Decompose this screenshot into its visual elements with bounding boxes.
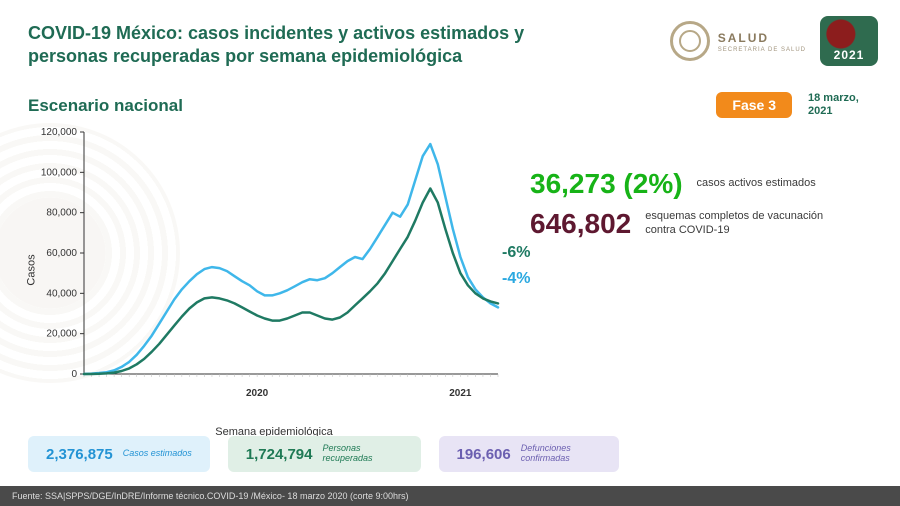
svg-text:80,000: 80,000 <box>46 208 77 219</box>
salud-sublabel: SECRETARÍA DE SALUD <box>718 47 806 53</box>
pill-value: 2,376,875 <box>46 446 113 463</box>
pill-estimated-cases: 2,376,875 Casos estimados <box>28 436 210 472</box>
slide: COVID-19 México: casos incidentes y acti… <box>0 0 900 506</box>
svg-text:100,000: 100,000 <box>41 167 78 178</box>
page-subtitle: Escenario nacional <box>28 96 183 116</box>
svg-text:40,000: 40,000 <box>46 288 77 299</box>
mexico-2021-logo: 2021 <box>820 16 878 66</box>
pill-deaths: 196,606 Defunciones confirmadas <box>439 436 619 472</box>
seal-icon <box>670 21 710 61</box>
pill-recovered: 1,724,794 Personas recuperadas <box>228 436 421 472</box>
report-date: 18 marzo, 2021 <box>808 92 878 118</box>
summary-pills: 2,376,875 Casos estimados 1,724,794 Pers… <box>28 436 619 472</box>
line-chart: Casos 020,00040,00060,00080,000100,00012… <box>34 124 514 416</box>
year-badge: 2021 <box>820 48 878 62</box>
stat-vaccinated-label: esquemas completos de vacunación contra … <box>645 210 835 238</box>
header-logos: SALUD SECRETARÍA DE SALUD 2021 <box>670 16 878 66</box>
source-footer: Fuente: SSA|SPPS/DGE/InDRE/Informe técni… <box>0 486 900 506</box>
svg-text:0: 0 <box>71 369 77 380</box>
pill-value: 196,606 <box>457 446 511 463</box>
pill-label: Personas recuperadas <box>323 444 403 464</box>
phase-row: Fase 3 18 marzo, 2021 <box>716 92 878 118</box>
salud-logo: SALUD SECRETARÍA DE SALUD <box>670 21 806 61</box>
pill-label: Defunciones confirmadas <box>521 444 601 464</box>
stat-vaccinated-value: 646,802 <box>530 208 631 240</box>
series-pct-recovered: -6% <box>502 244 530 262</box>
stat-active-cases: 36,273 (2%) casos activos estimados <box>530 168 816 200</box>
svg-text:60,000: 60,000 <box>46 248 77 259</box>
chart-svg: 0 20,000 40,000 60,000 80,000 100,000 120,000 2… <box>34 124 514 416</box>
stat-vaccinated: 646,802 esquemas completos de vacunación… <box>530 208 835 240</box>
svg-text:2021: 2021 <box>449 388 472 399</box>
phase-badge: Fase 3 <box>716 92 792 118</box>
series-pct-incident: -4% <box>502 270 530 288</box>
svg-text:2020: 2020 <box>246 388 269 399</box>
page-title: COVID-19 México: casos incidentes y acti… <box>28 22 588 67</box>
svg-text:20,000: 20,000 <box>46 329 77 340</box>
pill-value: 1,724,794 <box>246 446 313 463</box>
stat-active-label: casos activos estimados <box>697 177 816 191</box>
salud-label: SALUD <box>718 31 769 45</box>
svg-text:120,000: 120,000 <box>41 127 78 138</box>
pill-label: Casos estimados <box>123 449 192 459</box>
stat-active-value: 36,273 (2%) <box>530 168 683 200</box>
